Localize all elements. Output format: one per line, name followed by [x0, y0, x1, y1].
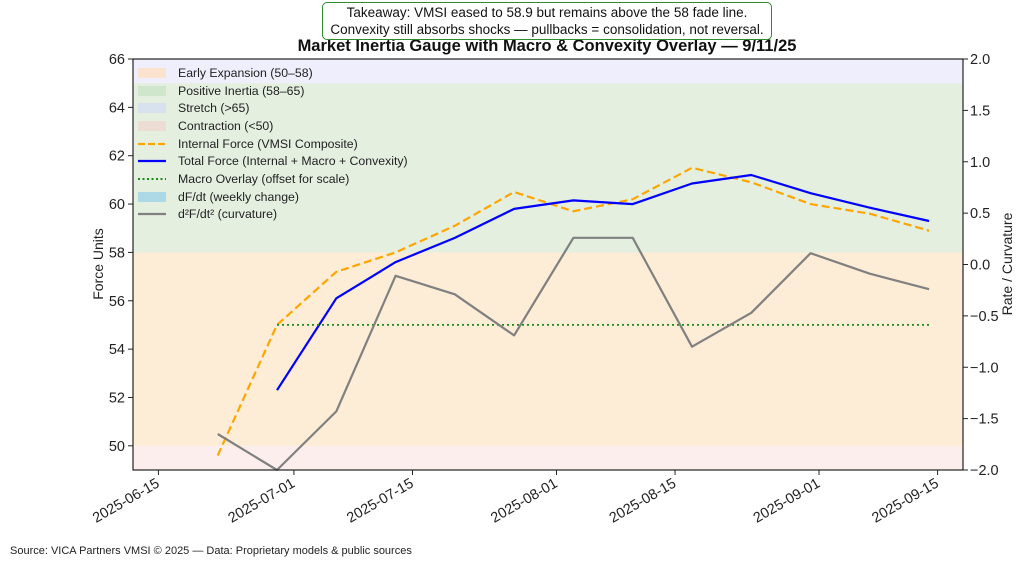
x-tick-label-6: 2025-09-15: [869, 476, 941, 527]
series-line-4: [217, 236, 930, 472]
legend-label: Total Force (Internal + Macro + Convexit…: [178, 154, 408, 169]
legend-swatch-positive-inertia: [138, 85, 166, 96]
legend-item-positive-inertia: Positive Inertia (58–65): [138, 82, 408, 100]
y-left-tick-label-6: 62: [109, 149, 125, 165]
series-line-1: [276, 173, 930, 391]
legend-label: Early Expansion (50–58): [178, 65, 313, 80]
legend-label: dF/dt (weekly change): [178, 189, 299, 204]
legend-line-solid-icon: [138, 160, 166, 163]
y-right-tick-label-5: −0.5: [970, 309, 999, 325]
y-left-tick-label-0: 50: [109, 439, 125, 455]
series-layer: [216, 166, 930, 472]
y-axis-left-label: Force Units: [90, 228, 106, 300]
zone-band-3: [133, 59, 963, 84]
legend-swatch-early-expansion: [138, 67, 166, 78]
legend-item-early-expansion: Early Expansion (50–58): [138, 64, 408, 82]
takeaway-line-2: Convexity still absorbs shocks — pullbac…: [330, 21, 764, 37]
y-left-tick-label-3: 56: [109, 294, 125, 310]
y-left-tick-label-1: 52: [109, 390, 125, 406]
zone-band-1: [133, 252, 963, 446]
y-left-tick-label-8: 66: [109, 52, 125, 68]
legend-swatch-dfdt: [138, 191, 166, 202]
legend-swatch-contraction: [138, 120, 166, 131]
y-right-tick-label-3: 0.5: [970, 206, 990, 222]
legend-label: d²F/dt² (curvature): [178, 207, 278, 222]
y-right-tick-label-1: 1.5: [970, 103, 990, 119]
legend: Early Expansion (50–58) Positive Inertia…: [138, 64, 408, 223]
y-right-tick-label-7: −1.5: [970, 412, 999, 428]
y-right-tick-label-2: 1.0: [970, 155, 990, 171]
x-tick-label-5: 2025-09-01: [751, 476, 823, 527]
legend-item-internal-force: Internal Force (VMSI Composite): [138, 135, 408, 153]
y-left-tick-label-5: 60: [109, 197, 125, 213]
chart-title: Market Inertia Gauge with Macro & Convex…: [298, 37, 797, 55]
x-tick-label-1: 2025-07-01: [226, 476, 298, 527]
zone-bands: [133, 59, 963, 470]
legend-line-dotted-icon: [138, 177, 166, 180]
x-tick-label-3: 2025-08-01: [488, 476, 560, 527]
legend-label: Contraction (<50): [178, 118, 274, 133]
legend-item-total-force: Total Force (Internal + Macro + Convexit…: [138, 152, 408, 170]
y-right-tick-label-8: −2.0: [970, 463, 999, 479]
source-note: Source: VICA Partners VMSI © 2025 — Data…: [10, 545, 412, 557]
y-right-tick-label-4: 0.0: [970, 258, 990, 274]
y-right-tick-label-6: −1.0: [970, 360, 999, 376]
legend-swatch-stretch: [138, 103, 166, 114]
series-line-0: [216, 166, 930, 456]
legend-line-gray-icon: [138, 213, 166, 216]
legend-item-curvature: d²F/dt² (curvature): [138, 206, 408, 224]
zone-band-2: [133, 83, 963, 253]
legend-label: Macro Overlay (offset for scale): [178, 171, 350, 186]
y-left-tick-label-2: 54: [109, 342, 125, 358]
x-tick-label-2: 2025-07-15: [344, 476, 416, 527]
legend-label: Internal Force (VMSI Composite): [178, 136, 358, 151]
x-tick-label-0: 2025-06-15: [90, 476, 162, 527]
y-left-tick-label-4: 58: [109, 245, 125, 261]
legend-label: Positive Inertia (58–65): [178, 83, 305, 98]
legend-item-contraction: Contraction (<50): [138, 117, 408, 135]
y-axis-right-label: Rate / Curvature: [999, 212, 1015, 315]
y-left-tick-label-7: 64: [109, 100, 125, 116]
takeaway-line-1: Takeaway: VMSI eased to 58.9 but remains…: [346, 5, 748, 20]
x-tick-label-4: 2025-08-15: [607, 476, 679, 527]
legend-item-stretch: Stretch (>65): [138, 99, 408, 117]
legend-item-macro-overlay: Macro Overlay (offset for scale): [138, 170, 408, 188]
takeaway-box: Takeaway: VMSI eased to 58.9 but remains…: [322, 2, 772, 40]
y-right-tick-label-0: 2.0: [970, 52, 990, 68]
legend-line-dashed-icon: [138, 142, 166, 145]
legend-item-dfdt: dF/dt (weekly change): [138, 188, 408, 206]
legend-label: Stretch (>65): [178, 101, 250, 116]
